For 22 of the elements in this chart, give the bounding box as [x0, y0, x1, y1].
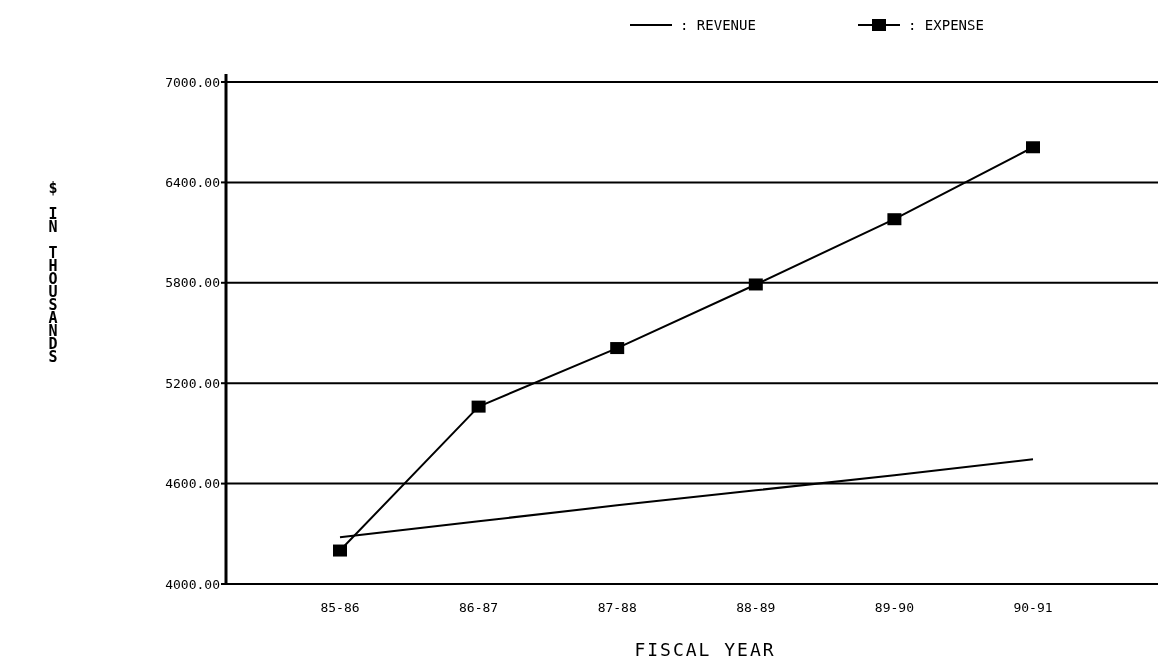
x-tick-label: 89-90: [874, 600, 914, 615]
y-tick-label: 5200.00: [165, 375, 220, 391]
point: [1026, 141, 1040, 154]
text: $ IN THOUSANDS: [48, 179, 58, 366]
point: [471, 400, 486, 413]
point: [887, 213, 902, 226]
x-tick-label: 87-88: [597, 600, 637, 615]
point: [610, 342, 625, 355]
y-tick-label: 7000.00: [165, 74, 220, 90]
x-tick-label: 86-87: [459, 600, 499, 615]
x-tick-label: 90-91: [1013, 600, 1053, 615]
point: [748, 278, 763, 291]
point: [333, 544, 347, 557]
y-tick-label: 4000.00: [165, 576, 220, 592]
x-tick-label: 85-86: [320, 600, 360, 615]
x-axis-title: FISCAL YEAR: [634, 639, 776, 660]
x-tick-label: 88-89: [736, 600, 776, 615]
y-tick-label: 6400.00: [165, 174, 220, 190]
legend-label: : EXPENSE: [908, 17, 984, 33]
y-tick-label: 5800.00: [165, 275, 220, 291]
y-tick-label: 4600.00: [165, 476, 220, 492]
legend-label: : REVENUE: [680, 17, 756, 33]
